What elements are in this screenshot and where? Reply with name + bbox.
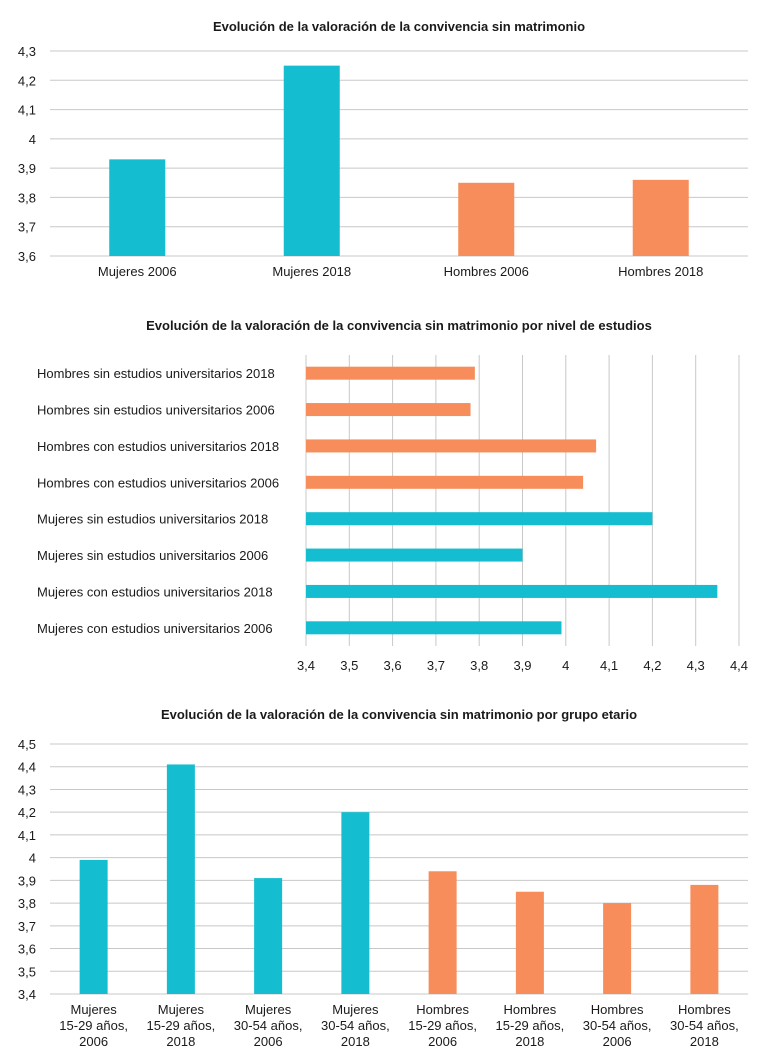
c3-ytick-label: 3,7 bbox=[18, 919, 36, 934]
c2-xtick-label: 4,3 bbox=[687, 658, 705, 673]
c2-bar bbox=[306, 366, 475, 380]
c1-category-label: Hombres 2006 bbox=[444, 264, 529, 279]
c3-category-label: Hombres 30-54 años, 2006 bbox=[583, 1002, 652, 1049]
c2-xtick-label: 3,5 bbox=[340, 658, 358, 673]
c3-ytick-label: 3,4 bbox=[18, 987, 36, 1002]
c1-bar bbox=[109, 159, 166, 256]
c1-category-label: Mujeres 2006 bbox=[98, 264, 177, 279]
c3-ytick-label: 3,6 bbox=[18, 942, 36, 957]
c3-ytick-label: 3,9 bbox=[18, 873, 36, 888]
chart-valoracion-general: Evolución de la valoración de la convive… bbox=[18, 19, 748, 279]
c3-bar bbox=[341, 812, 370, 994]
c2-category-label: Hombres sin estudios universitarios 2018 bbox=[37, 366, 275, 381]
chart-valoracion-estudios: Evolución de la valoración de la convive… bbox=[37, 318, 748, 673]
c1-ytick-label: 4,1 bbox=[18, 103, 36, 118]
chart3-title: Evolución de la valoración de la convive… bbox=[161, 707, 637, 722]
c2-bar bbox=[306, 621, 562, 635]
c3-ytick-label: 3,8 bbox=[18, 896, 36, 911]
c2-bar bbox=[306, 512, 653, 526]
c2-category-label: Mujeres con estudios universitarios 2006 bbox=[37, 621, 273, 636]
c1-ytick-label: 4 bbox=[29, 132, 36, 147]
c3-ytick-label: 4,1 bbox=[18, 828, 36, 843]
c2-bar bbox=[306, 439, 597, 453]
c3-category-label: Mujeres 30-54 años, 2006 bbox=[234, 1002, 303, 1049]
chart-valoracion-edad: Evolución de la valoración de la convive… bbox=[18, 707, 748, 1049]
c2-bar bbox=[306, 403, 471, 417]
c1-ytick-label: 3,9 bbox=[18, 161, 36, 176]
c3-category-label: Hombres 30-54 años, 2018 bbox=[670, 1002, 739, 1049]
c2-category-label: Hombres sin estudios universitarios 2006 bbox=[37, 403, 275, 418]
c1-ytick-label: 3,8 bbox=[18, 190, 36, 205]
c2-xtick-label: 3,9 bbox=[513, 658, 531, 673]
c2-xtick-label: 4 bbox=[562, 658, 569, 673]
c3-ytick-label: 3,5 bbox=[18, 964, 36, 979]
c3-bar bbox=[690, 884, 719, 994]
c3-category-label: Mujeres 15-29 años, 2006 bbox=[59, 1002, 128, 1049]
c1-ytick-label: 3,6 bbox=[18, 249, 36, 264]
c2-xtick-label: 3,4 bbox=[297, 658, 315, 673]
c1-category-label: Hombres 2018 bbox=[618, 264, 703, 279]
c2-xtick-label: 4,1 bbox=[600, 658, 618, 673]
c3-bar bbox=[603, 903, 632, 994]
c1-bar bbox=[458, 182, 515, 256]
c2-xtick-label: 3,6 bbox=[384, 658, 402, 673]
c1-ytick-label: 4,3 bbox=[18, 44, 36, 59]
c3-ytick-label: 4,2 bbox=[18, 805, 36, 820]
c2-xtick-label: 4,4 bbox=[730, 658, 748, 673]
c3-category-label: Hombres 15-29 años, 2006 bbox=[408, 1002, 477, 1049]
c2-category-label: Mujeres sin estudios universitarios 2006 bbox=[37, 548, 268, 563]
c2-xtick-label: 4,2 bbox=[643, 658, 661, 673]
c2-category-label: Mujeres con estudios universitarios 2018 bbox=[37, 584, 273, 599]
c3-ytick-label: 4,4 bbox=[18, 760, 36, 775]
c2-bar bbox=[306, 548, 523, 562]
c1-ytick-label: 3,7 bbox=[18, 220, 36, 235]
c2-xtick-label: 3,8 bbox=[470, 658, 488, 673]
c2-category-label: Hombres con estudios universitarios 2006 bbox=[37, 475, 279, 490]
c1-ytick-label: 4,2 bbox=[18, 73, 36, 88]
c3-bar bbox=[254, 878, 283, 994]
c3-category-label: Hombres 15-29 años, 2018 bbox=[496, 1002, 565, 1049]
c3-ytick-label: 4 bbox=[29, 851, 36, 866]
c2-bar bbox=[306, 475, 584, 489]
c2-category-label: Hombres con estudios universitarios 2018 bbox=[37, 439, 279, 454]
c3-bar bbox=[79, 859, 108, 994]
c1-bar bbox=[283, 65, 340, 257]
c2-bar bbox=[306, 584, 718, 598]
c3-category-label: Mujeres 15-29 años, 2018 bbox=[147, 1002, 216, 1049]
chart1-title: Evolución de la valoración de la convive… bbox=[213, 19, 585, 34]
c3-category-label: Mujeres 30-54 años, 2018 bbox=[321, 1002, 390, 1049]
c3-ytick-label: 4,5 bbox=[18, 737, 36, 752]
chart2-title: Evolución de la valoración de la convive… bbox=[146, 318, 652, 333]
c1-category-label: Mujeres 2018 bbox=[272, 264, 351, 279]
c3-bar bbox=[515, 891, 544, 994]
c3-bar bbox=[166, 764, 195, 994]
c2-xtick-label: 3,7 bbox=[427, 658, 445, 673]
c3-ytick-label: 4,3 bbox=[18, 782, 36, 797]
c3-bar bbox=[428, 871, 457, 994]
c1-bar bbox=[632, 179, 689, 256]
c2-category-label: Mujeres sin estudios universitarios 2018 bbox=[37, 512, 268, 527]
